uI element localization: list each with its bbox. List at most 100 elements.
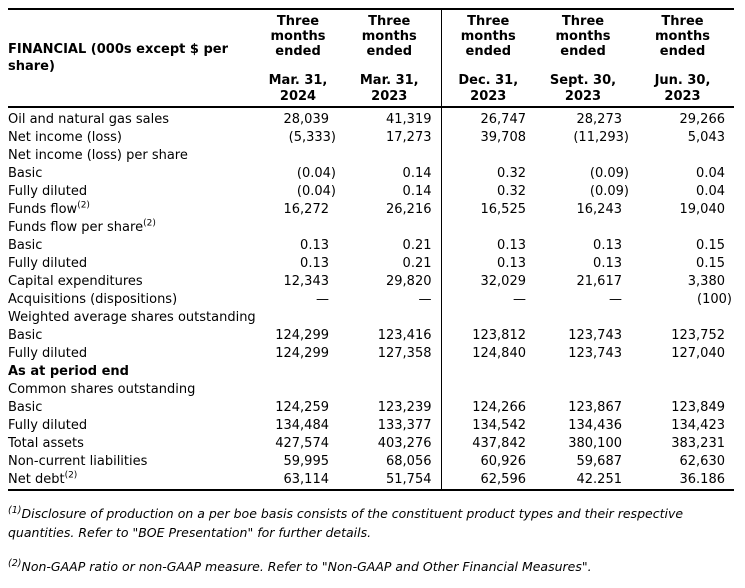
cell-value: 42.251 <box>576 472 623 487</box>
table-body: Oil and natural gas sales 28,039 41,319 26,… <box>8 107 734 490</box>
cell-value: 16,525 <box>440 201 535 219</box>
cell-value: — <box>609 292 622 307</box>
cell-value: 0.04 <box>696 184 725 199</box>
table-row: Basic 124,299 123,416 123,812 123,743 123,752 <box>8 327 734 345</box>
cell-value <box>631 309 734 327</box>
cell-value: 26,747 <box>440 107 535 129</box>
row-label: Fully diluted <box>8 418 88 433</box>
period-label: Three months ended <box>270 14 326 59</box>
row-label: Basic <box>8 328 43 343</box>
cell-value <box>631 219 734 237</box>
cell-value <box>258 147 338 165</box>
cell-value: 127,358 <box>377 346 432 361</box>
table-row: Fully diluted 134,484 133,377 134,542 134,43… <box>8 417 734 435</box>
row-label: Basic <box>8 238 43 253</box>
cell-value: 0.14 <box>402 184 432 199</box>
table-row: Non-current liabilities 59,995 68,056 60,92… <box>8 453 734 471</box>
row-label: Net debt(2) <box>8 470 78 487</box>
period-label: Three months ended <box>655 14 710 59</box>
table-row: Net income (loss) per share <box>8 147 734 165</box>
cell-value <box>535 147 631 165</box>
table-row: Basic 0.13 0.21 0.13 0.13 0.15 <box>8 237 734 255</box>
column-header-mar-31-2023: Three months ended Mar. 31, 2023 <box>338 9 441 108</box>
cell-value: (100) <box>697 292 732 307</box>
table-title: FINANCIAL (000s except $ per share) <box>8 9 258 108</box>
cell-value <box>535 363 631 381</box>
row-label: Fully diluted <box>8 346 88 361</box>
cell-value: 134,436 <box>568 418 622 433</box>
cell-value: (0.09) <box>589 184 629 199</box>
cell-value: 124,840 <box>440 345 535 363</box>
cell-value <box>535 381 631 399</box>
period-date: Sept. 30, 2023 <box>549 73 617 104</box>
cell-value: — <box>418 292 432 307</box>
cell-value: 427,574 <box>275 436 329 451</box>
cell-value: (11,293) <box>573 130 629 145</box>
footnote-ref: (2) <box>143 218 156 229</box>
footnote-2-marker: (2) <box>8 557 22 569</box>
footnotes: (1)Disclosure of production on a per boe… <box>8 504 742 576</box>
cell-value: 19,040 <box>679 202 726 217</box>
cell-value: 28,039 <box>283 112 330 127</box>
cell-value: 0.32 <box>440 183 535 201</box>
cell-value: 16,272 <box>283 202 330 217</box>
footnote-ref: (2) <box>77 200 90 211</box>
footnote-ref: (2) <box>64 470 78 481</box>
cell-value: 437,842 <box>440 435 535 453</box>
cell-value <box>535 219 631 237</box>
table-row: As at period end <box>8 363 734 381</box>
cell-value: 127,040 <box>671 346 725 361</box>
cell-value <box>258 363 338 381</box>
period-date: Mar. 31, 2023 <box>359 73 419 104</box>
footnote-2: (2)Non-GAAP ratio or non-GAAP measure. R… <box>8 557 742 576</box>
cell-value <box>338 363 441 381</box>
cell-value <box>338 381 441 399</box>
period-label: Three months ended <box>460 14 516 59</box>
table-row: Acquisitions (dispositions) — — — — (100) <box>8 291 734 309</box>
cell-value: 36.186 <box>679 472 726 487</box>
cell-value: 41,319 <box>386 112 432 127</box>
row-label: Fully diluted <box>8 256 88 271</box>
cell-value: 16,243 <box>576 202 623 217</box>
period-label: Three months ended <box>361 14 417 59</box>
table-row: Fully diluted 0.13 0.21 0.13 0.13 0.15 <box>8 255 734 273</box>
cell-value: 39,708 <box>440 129 535 147</box>
row-label: Oil and natural gas sales <box>8 112 170 127</box>
header-row: FINANCIAL (000s except $ per share) Thre… <box>8 9 734 108</box>
cell-value: 124,266 <box>440 399 535 417</box>
footnote-1: (1)Disclosure of production on a per boe… <box>8 504 742 542</box>
table-row: Funds flow(2) 16,272 26,216 16,525 16,243 19,… <box>8 201 734 219</box>
cell-value: 0.04 <box>696 166 725 181</box>
cell-value: (5,333) <box>288 130 336 145</box>
cell-value: 59,995 <box>283 454 330 469</box>
cell-value: 124,299 <box>275 346 329 361</box>
row-label: Non-current liabilities <box>8 454 148 469</box>
cell-value: 0.15 <box>696 256 725 271</box>
row-label: Basic <box>8 166 43 181</box>
row-label: Weighted average shares outstanding <box>8 310 256 325</box>
cell-value: 134,542 <box>440 417 535 435</box>
cell-value: 0.13 <box>300 256 329 271</box>
cell-value: 123,743 <box>568 346 622 361</box>
cell-value: 0.32 <box>440 165 535 183</box>
cell-value <box>535 309 631 327</box>
period-date: Jun. 30, 2023 <box>654 73 711 104</box>
cell-value: 123,812 <box>440 327 535 345</box>
period-date: Dec. 31, 2023 <box>458 73 519 104</box>
cell-value: 28,273 <box>576 112 623 127</box>
cell-value: 5,043 <box>687 130 725 145</box>
cell-value <box>440 381 535 399</box>
cell-value: 21,617 <box>576 274 623 289</box>
table-row: Net income (loss) (5,333) 17,273 39,708 (11,… <box>8 129 734 147</box>
cell-value: 123,752 <box>671 328 725 343</box>
cell-value: 62,596 <box>440 471 535 490</box>
cell-value: 59,687 <box>576 454 623 469</box>
cell-value: 0.13 <box>300 238 329 253</box>
financial-table: FINANCIAL (000s except $ per share) Thre… <box>8 8 734 491</box>
cell-value <box>440 363 535 381</box>
cell-value: 134,484 <box>275 418 329 433</box>
cell-value: 123,867 <box>568 400 622 415</box>
cell-value <box>258 381 338 399</box>
table-row: Total assets 427,574 403,276 437,842 380,100… <box>8 435 734 453</box>
table-row: Fully diluted 124,299 127,358 124,840 123,74… <box>8 345 734 363</box>
